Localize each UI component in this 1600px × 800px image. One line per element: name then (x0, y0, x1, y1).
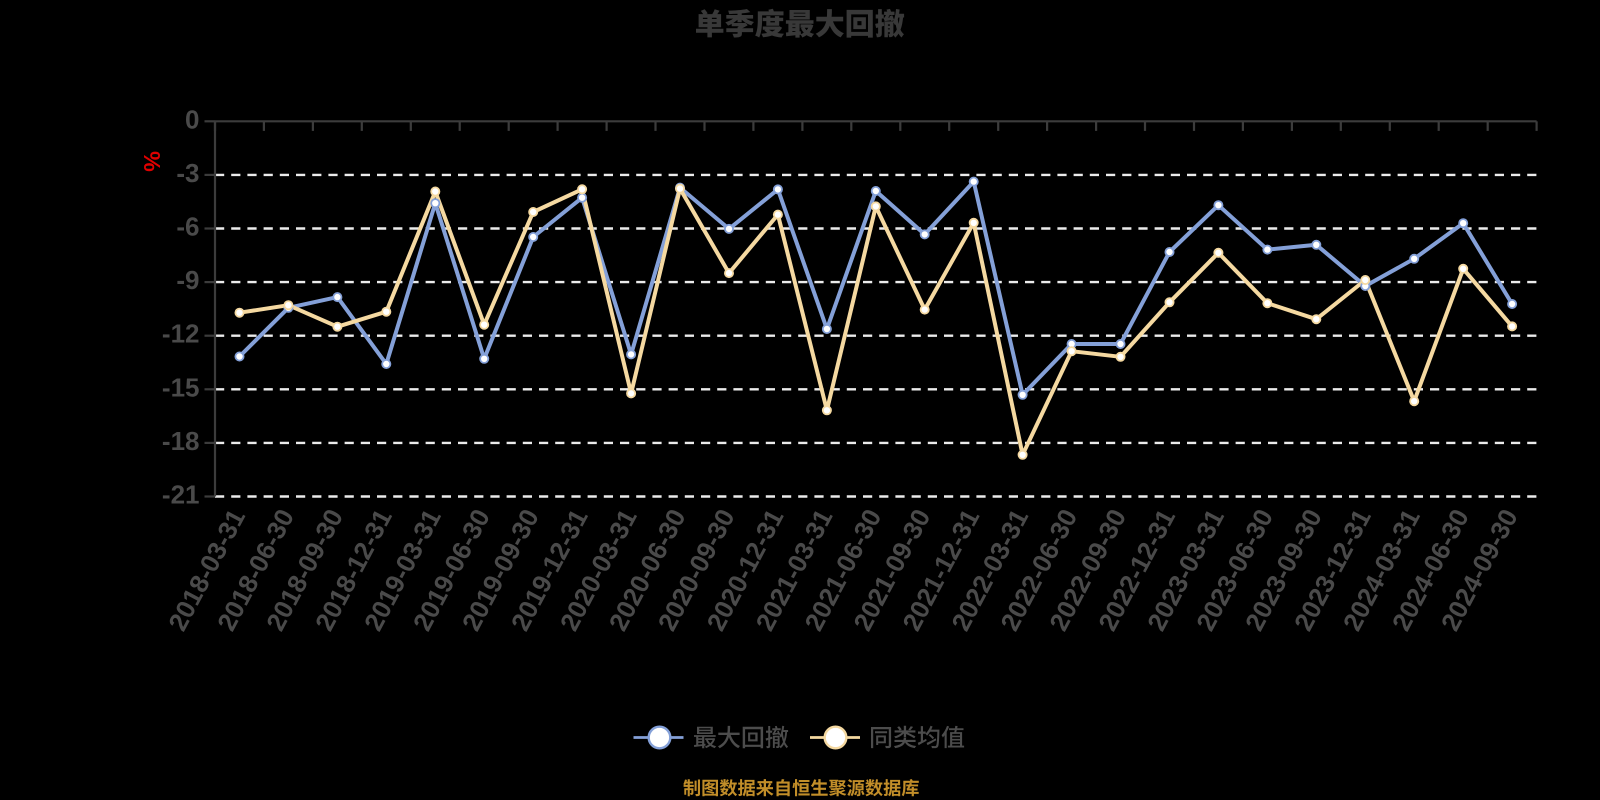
svg-text:0: 0 (185, 104, 199, 134)
svg-text:-12: -12 (162, 319, 200, 349)
svg-text:-9: -9 (176, 265, 199, 295)
svg-text:-6: -6 (176, 212, 199, 242)
svg-text:-18: -18 (162, 426, 200, 456)
svg-text:-15: -15 (162, 372, 200, 402)
svg-text:%: % (139, 151, 165, 172)
svg-text:-21: -21 (162, 480, 200, 510)
svg-text:-3: -3 (176, 158, 199, 188)
